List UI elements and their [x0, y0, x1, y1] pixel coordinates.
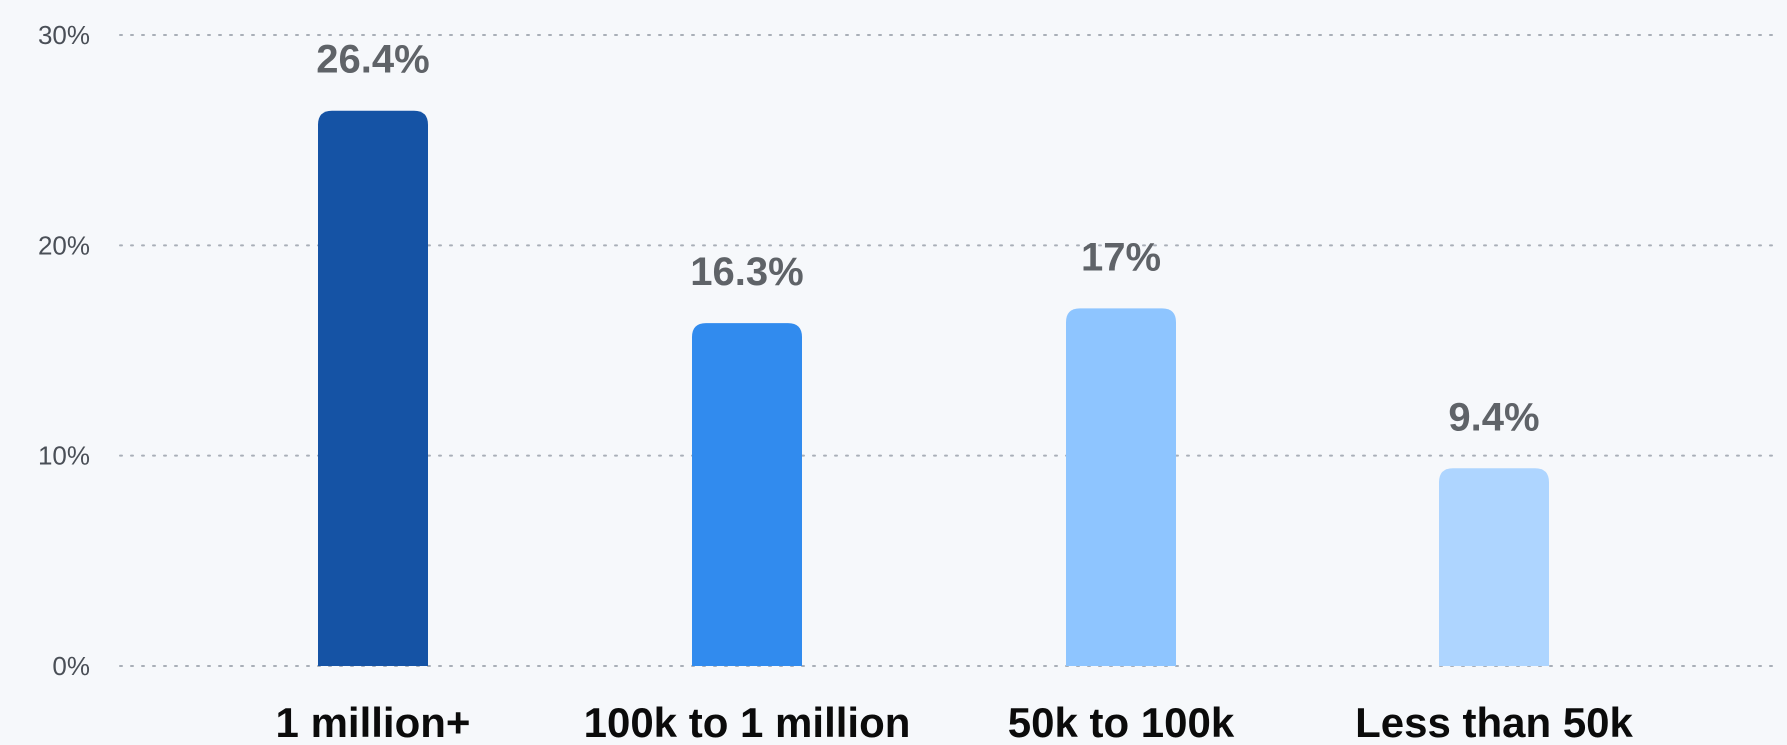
x-category-label: Less than 50k — [1355, 699, 1633, 745]
bar-value-label: 9.4% — [1448, 395, 1539, 439]
bars — [318, 110, 1549, 667]
bar-4 — [1439, 468, 1549, 666]
category-labels: 1 million+ 100k to 1 million 50k to 100k Le… — [276, 699, 1634, 745]
y-tick-label: 30% — [38, 20, 90, 50]
bar-2 — [692, 323, 802, 666]
x-category-label: 50k to 100k — [1008, 699, 1235, 745]
y-tick-label: 0% — [52, 651, 90, 681]
bar-value-label: 16.3% — [690, 250, 803, 294]
bar-1 — [318, 110, 428, 667]
y-tick-label: 20% — [38, 230, 90, 260]
y-tick-label: 10% — [38, 441, 90, 471]
bar-value-label: 26.4% — [316, 38, 429, 82]
x-category-label: 100k to 1 million — [584, 699, 911, 745]
y-axis-ticks: 0% 10% 20% 30% — [38, 20, 90, 681]
bar-value-label: 17% — [1081, 235, 1161, 279]
bar-3 — [1066, 308, 1176, 666]
x-category-label: 1 million+ — [276, 699, 471, 745]
data-labels: 26.4% 16.3% 17% 9.4% — [316, 38, 1539, 440]
